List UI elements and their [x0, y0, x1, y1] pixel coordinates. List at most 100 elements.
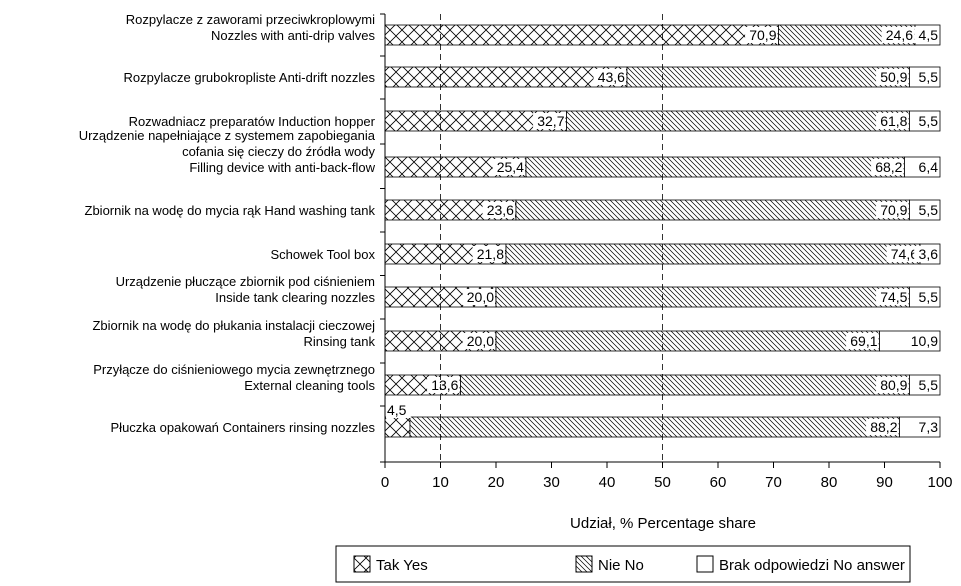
- data-label-background: [876, 69, 909, 85]
- data-label: 5,5: [919, 113, 939, 129]
- bar-segment: [515, 199, 910, 221]
- data-label-background: [593, 69, 626, 85]
- data-label: 20,0: [467, 333, 494, 349]
- data-label: 74,6: [891, 246, 918, 262]
- bar-segment: [495, 330, 880, 352]
- category-label: Przyłącze do ciśnieniowego mycia zewnętr…: [93, 362, 375, 377]
- data-label: 4,5: [387, 402, 407, 418]
- x-tick-label: 10: [432, 474, 449, 491]
- data-label-background: [386, 402, 411, 418]
- x-tick-label: 60: [710, 474, 727, 491]
- data-label: 10,9: [911, 333, 938, 349]
- legend: Tak Yes Nie No Brak odpowiedzi No answer: [335, 545, 911, 583]
- data-label-background: [881, 27, 915, 43]
- x-tick-label: 70: [765, 474, 782, 491]
- data-label-background: [745, 27, 778, 43]
- data-label-background: [876, 377, 909, 393]
- data-label-background: [462, 333, 495, 349]
- data-label: 68,2: [875, 159, 902, 175]
- data-label: 80,9: [880, 377, 907, 393]
- data-label: 43,6: [598, 69, 625, 85]
- data-label-background: [914, 113, 939, 129]
- data-label-background: [533, 113, 566, 129]
- data-label-background: [462, 289, 495, 305]
- data-label: 4,5: [919, 27, 939, 43]
- data-label: 70,9: [880, 202, 907, 218]
- bar-segment: [384, 66, 628, 88]
- category-label: Nozzles with anti-drip valves: [211, 28, 376, 43]
- data-label-background: [876, 113, 909, 129]
- data-label-background: [914, 69, 939, 85]
- legend-label: Nie No: [598, 557, 644, 574]
- data-label: 69,1: [850, 333, 877, 349]
- category-label: External cleaning tools: [244, 378, 375, 393]
- bar-segment: [384, 24, 779, 46]
- legend-swatch: [575, 555, 593, 573]
- data-label: 70,9: [749, 27, 776, 43]
- category-label: Urządzenie płuczące zbiornik pod ciśnien…: [116, 274, 375, 289]
- data-label-background: [914, 377, 939, 393]
- data-label: 5,5: [919, 69, 939, 85]
- category-label: Filling device with anti-back-flow: [189, 160, 375, 175]
- data-label: 25,4: [497, 159, 524, 175]
- data-label: 7,3: [919, 419, 939, 435]
- data-label: 50,9: [880, 69, 907, 85]
- x-tick-label: 90: [876, 474, 893, 491]
- category-label: Urządzenie napełniające z systemem zapob…: [79, 128, 376, 143]
- data-label: 5,5: [919, 202, 939, 218]
- data-label-background: [472, 246, 505, 262]
- data-label: 13,6: [431, 377, 458, 393]
- x-tick-label: 50: [654, 474, 671, 491]
- data-label: 32,7: [537, 113, 564, 129]
- category-label: Schowek Tool box: [270, 247, 375, 262]
- x-tick-label: 20: [488, 474, 505, 491]
- data-label: 23,6: [487, 202, 514, 218]
- data-label-background: [914, 246, 939, 262]
- bar-segment: [566, 110, 910, 132]
- data-label-background: [866, 419, 899, 435]
- x-tick-label: 80: [821, 474, 838, 491]
- data-label: 20,0: [467, 289, 494, 305]
- bar-segment: [505, 243, 921, 265]
- bar-segment: [495, 286, 910, 308]
- bar-segment: [626, 66, 910, 88]
- data-label: 74,5: [880, 289, 907, 305]
- plot-area: 70,9 24,6 4,5 43,6 50,9 5,5 32,7 61,8 5,5 25,4 68,…: [384, 14, 941, 462]
- data-label-background: [914, 27, 939, 43]
- x-tick-label: 30: [543, 474, 560, 491]
- data-label: 3,6: [919, 246, 939, 262]
- data-label-background: [914, 289, 939, 305]
- x-tick-label: 40: [599, 474, 616, 491]
- data-label: 24,6: [886, 27, 913, 43]
- legend-swatch: [696, 555, 714, 573]
- data-label-background: [876, 289, 909, 305]
- data-label: 61,8: [880, 113, 907, 129]
- data-label-background: [846, 333, 879, 349]
- category-label: Zbiornik na wodę do płukania instalacji …: [92, 318, 375, 333]
- data-label-background: [427, 377, 460, 393]
- bar-segment: [384, 416, 411, 438]
- category-label: Rinsing tank: [303, 334, 375, 349]
- legend-frame: [335, 545, 911, 583]
- data-label: 5,5: [919, 289, 939, 305]
- category-label: Rozpylacze grubokropliste Anti-drift noz…: [124, 70, 376, 85]
- category-label: Płuczka opakowań Containers rinsing nozz…: [111, 420, 376, 435]
- bar-segment: [525, 156, 905, 178]
- data-label-background: [914, 159, 939, 175]
- category-label: Zbiornik na wodę do mycia rąk Hand washi…: [85, 203, 376, 218]
- data-label-background: [482, 202, 515, 218]
- data-label-background: [871, 159, 904, 175]
- data-label: 6,4: [919, 159, 939, 175]
- legend-label: Brak odpowiedzi No answer: [719, 557, 905, 574]
- data-label: 21,8: [477, 246, 504, 262]
- x-tick-label: 0: [381, 474, 389, 491]
- category-label: Inside tank clearing nozzles: [215, 290, 375, 305]
- data-label-background: [492, 159, 525, 175]
- x-axis-title: Udział, % Percentage share: [570, 515, 756, 532]
- category-label: Rozwadniacz preparatów Induction hopper: [129, 114, 376, 129]
- data-label-background: [886, 246, 920, 262]
- data-label-background: [914, 419, 939, 435]
- data-label: 88,2: [870, 419, 897, 435]
- category-label: Rozpylacze z zaworami przeciwkroplowymi: [126, 12, 375, 27]
